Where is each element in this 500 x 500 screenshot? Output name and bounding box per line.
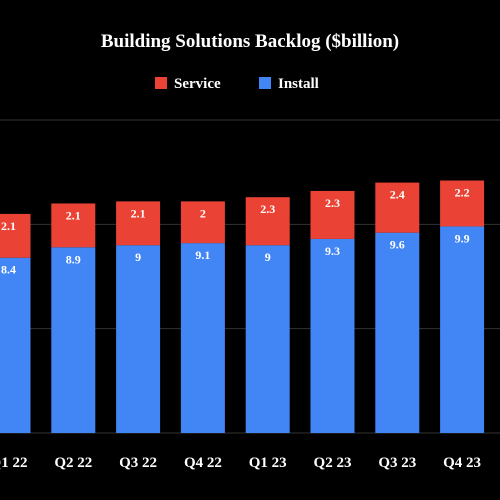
- data-label-service: 2.3: [260, 202, 275, 216]
- legend-label-service: Service: [174, 76, 221, 92]
- bar-install: [0, 257, 31, 433]
- legend-swatch-install: [259, 77, 271, 89]
- x-tick-label: Q1 22: [0, 455, 27, 471]
- x-axis-ticks: Q1 22 Q2 22 Q3 22 Q4 22 Q1 23 Q2 23 Q3 23 Q4 23: [0, 455, 481, 471]
- data-label-service: 2: [200, 206, 206, 220]
- legend-label-install: Install: [278, 76, 319, 92]
- bar-service: [440, 180, 485, 227]
- data-label-service: 2.1: [131, 206, 146, 220]
- data-label-service: 2.1: [66, 208, 81, 222]
- bar-install: [180, 243, 225, 433]
- data-label-install: 9.1: [195, 248, 210, 262]
- data-labels: 8.4 2.1 8.9 2.1 9 2.1 9.1 2 9 2.3 9.3 2.3 9.6 2.4 9.9 2…: [1, 186, 470, 277]
- x-tick-label: Q3 22: [119, 455, 157, 471]
- bar-install: [375, 232, 420, 433]
- x-tick-label: Q4 23: [443, 455, 481, 471]
- bar-service: [180, 201, 225, 244]
- bar-service: [0, 213, 31, 258]
- x-tick-label: Q3 23: [378, 455, 416, 471]
- data-label-install: 9.3: [325, 244, 340, 258]
- data-label-install: 8.4: [1, 263, 16, 277]
- bars: [0, 180, 485, 433]
- bar-install: [245, 245, 290, 433]
- data-label-install: 8.9: [66, 252, 81, 266]
- bar-install: [51, 247, 96, 433]
- x-tick-label: Q2 23: [314, 455, 352, 471]
- data-label-service: 2.2: [455, 186, 470, 200]
- bar-install: [116, 245, 161, 433]
- x-tick-label: Q2 22: [54, 455, 92, 471]
- data-label-service: 2.4: [390, 188, 405, 202]
- bar-service: [51, 203, 96, 248]
- data-label-install: 9: [135, 250, 141, 264]
- data-label-install: 9.9: [455, 231, 470, 245]
- data-label-service: 2.1: [1, 219, 16, 233]
- bar-service: [375, 182, 420, 233]
- bar-service: [245, 197, 290, 246]
- bar-service: [310, 190, 355, 239]
- legend-swatch-service: [155, 77, 167, 89]
- data-label-install: 9.6: [390, 238, 405, 252]
- legend: Service Install: [155, 76, 319, 92]
- chart-title: Building Solutions Backlog ($billion): [101, 31, 399, 52]
- data-label-install: 9: [265, 250, 271, 264]
- data-label-service: 2.3: [325, 196, 340, 210]
- x-tick-label: Q4 22: [184, 455, 222, 471]
- bar-service: [116, 201, 161, 246]
- x-tick-label: Q1 23: [249, 455, 287, 471]
- bar-install: [310, 238, 355, 433]
- bar-install: [440, 226, 485, 433]
